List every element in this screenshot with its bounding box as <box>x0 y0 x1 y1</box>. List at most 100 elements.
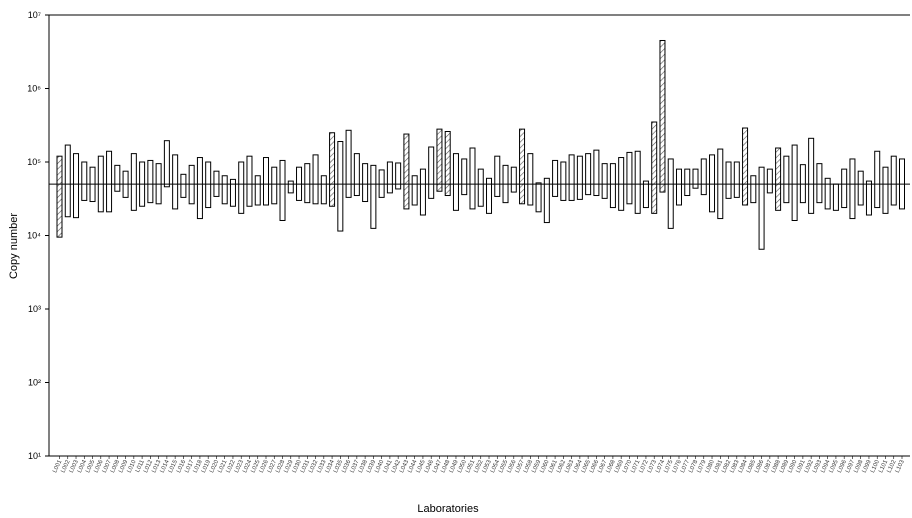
bar-l033 <box>320 175 327 205</box>
bars-group <box>56 39 905 250</box>
x-tick-label: L043 <box>399 459 410 474</box>
y-tick-label: 10³ <box>28 304 41 314</box>
x-tick-label: L081 <box>713 459 724 474</box>
bar-l037 <box>353 153 360 197</box>
x-tick-label: L061 <box>548 459 559 474</box>
bar-l046 <box>428 146 435 199</box>
x-tick-label: L020 <box>209 459 220 474</box>
x-tick-label: L035 <box>333 459 344 474</box>
bar-l021 <box>221 175 228 205</box>
bar-l016 <box>180 173 187 198</box>
x-tick-label: L096 <box>837 459 848 474</box>
x-tick-label: L068 <box>606 459 617 474</box>
bar-l050 <box>461 158 468 196</box>
x-tick-label: L049 <box>449 459 460 474</box>
x-tick-label: L010 <box>127 459 138 474</box>
x-tick-label: L029 <box>284 459 295 474</box>
x-tick-label: L094 <box>820 459 831 474</box>
x-tick-label: L079 <box>696 459 707 474</box>
bar-l014 <box>163 140 170 188</box>
x-tick-label: L087 <box>763 459 774 474</box>
x-tick-label: L100 <box>870 459 881 474</box>
bar-l070 <box>626 151 633 205</box>
bar-l074 <box>659 39 666 193</box>
bar-l072 <box>642 180 649 209</box>
x-tick-label: L064 <box>573 459 584 474</box>
x-tick-label: L041 <box>383 459 394 474</box>
x-tick-label: L058 <box>523 459 534 474</box>
x-tick-label: L002 <box>60 459 71 474</box>
x-tick-label: L018 <box>193 459 204 474</box>
x-tick-label: L019 <box>201 459 212 474</box>
bar-l028 <box>279 159 286 221</box>
x-tick-label: L042 <box>391 459 402 474</box>
bar-l080 <box>709 154 716 213</box>
bar-l054 <box>494 155 501 197</box>
x-tick-label: L097 <box>845 459 856 474</box>
x-tick-label: L024 <box>242 459 253 474</box>
bar-l045 <box>419 168 426 216</box>
x-tick-label: L040 <box>374 459 385 474</box>
x-tick-label: L016 <box>176 459 187 474</box>
x-tick-label: L077 <box>680 459 691 474</box>
bar-l048 <box>444 131 451 197</box>
x-tick-label: L099 <box>862 459 873 474</box>
bar-l019 <box>205 161 212 209</box>
x-tick-label: L088 <box>771 459 782 474</box>
x-tick-label: L062 <box>556 459 567 474</box>
x-tick-label: L070 <box>622 459 633 474</box>
bar-l094 <box>824 177 831 210</box>
bar-l098 <box>857 170 864 206</box>
bar-l084 <box>742 127 749 206</box>
bar-l095 <box>832 183 839 211</box>
bar-l038 <box>362 163 369 203</box>
x-tick-label: L044 <box>407 459 418 474</box>
x-tick-label: L056 <box>507 459 518 474</box>
bar-l065 <box>585 153 592 196</box>
bar-l090 <box>791 144 798 221</box>
x-tick-label: L028 <box>275 459 286 474</box>
y-tick-label: 10⁴ <box>27 231 41 241</box>
x-axis-label: Laboratories <box>417 503 479 515</box>
x-tick-label: L078 <box>688 459 699 474</box>
y-axis-ticks: 10¹ 10² 10³ 10⁴ 10⁵ 10⁶ 10⁷ <box>27 10 49 461</box>
x-tick-label: L006 <box>94 459 105 474</box>
bar-l029 <box>287 180 294 194</box>
x-tick-label: L011 <box>135 459 146 474</box>
x-tick-label: L083 <box>730 459 741 474</box>
x-tick-label: L022 <box>226 459 237 474</box>
x-tick-label: L027 <box>267 459 278 474</box>
x-tick-label: L009 <box>118 459 129 474</box>
x-tick-label: L014 <box>160 459 171 474</box>
bar-l035 <box>337 141 344 232</box>
x-tick-label: L103 <box>895 459 906 474</box>
bar-l082 <box>725 161 732 199</box>
x-tick-label: L034 <box>325 459 336 474</box>
bar-l002 <box>64 144 71 218</box>
x-tick-label: L026 <box>259 459 270 474</box>
x-tick-label: L066 <box>589 459 600 474</box>
x-tick-label: L051 <box>465 459 476 474</box>
x-tick-label: L091 <box>796 459 807 474</box>
bar-l087 <box>766 168 773 194</box>
x-tick-label: L015 <box>168 459 179 474</box>
bar-l101 <box>882 166 889 214</box>
x-tick-label: L093 <box>812 459 823 474</box>
bar-l086 <box>758 166 765 250</box>
x-tick-label: L082 <box>721 459 732 474</box>
bar-l079 <box>700 158 707 196</box>
bar-l053 <box>486 177 493 214</box>
x-tick-label: L052 <box>473 459 484 474</box>
bar-l044 <box>411 175 418 206</box>
bar-l022 <box>229 178 236 207</box>
x-tick-label: L080 <box>705 459 716 474</box>
x-tick-label: L060 <box>540 459 551 474</box>
x-tick-label: L086 <box>754 459 765 474</box>
bar-l003 <box>73 153 80 219</box>
x-tick-label: L085 <box>746 459 757 474</box>
bar-l015 <box>172 154 179 210</box>
bar-l007 <box>106 150 113 213</box>
x-tick-label: L037 <box>350 459 361 474</box>
x-tick-label: L033 <box>317 459 328 474</box>
x-tick-label: L013 <box>151 459 162 474</box>
